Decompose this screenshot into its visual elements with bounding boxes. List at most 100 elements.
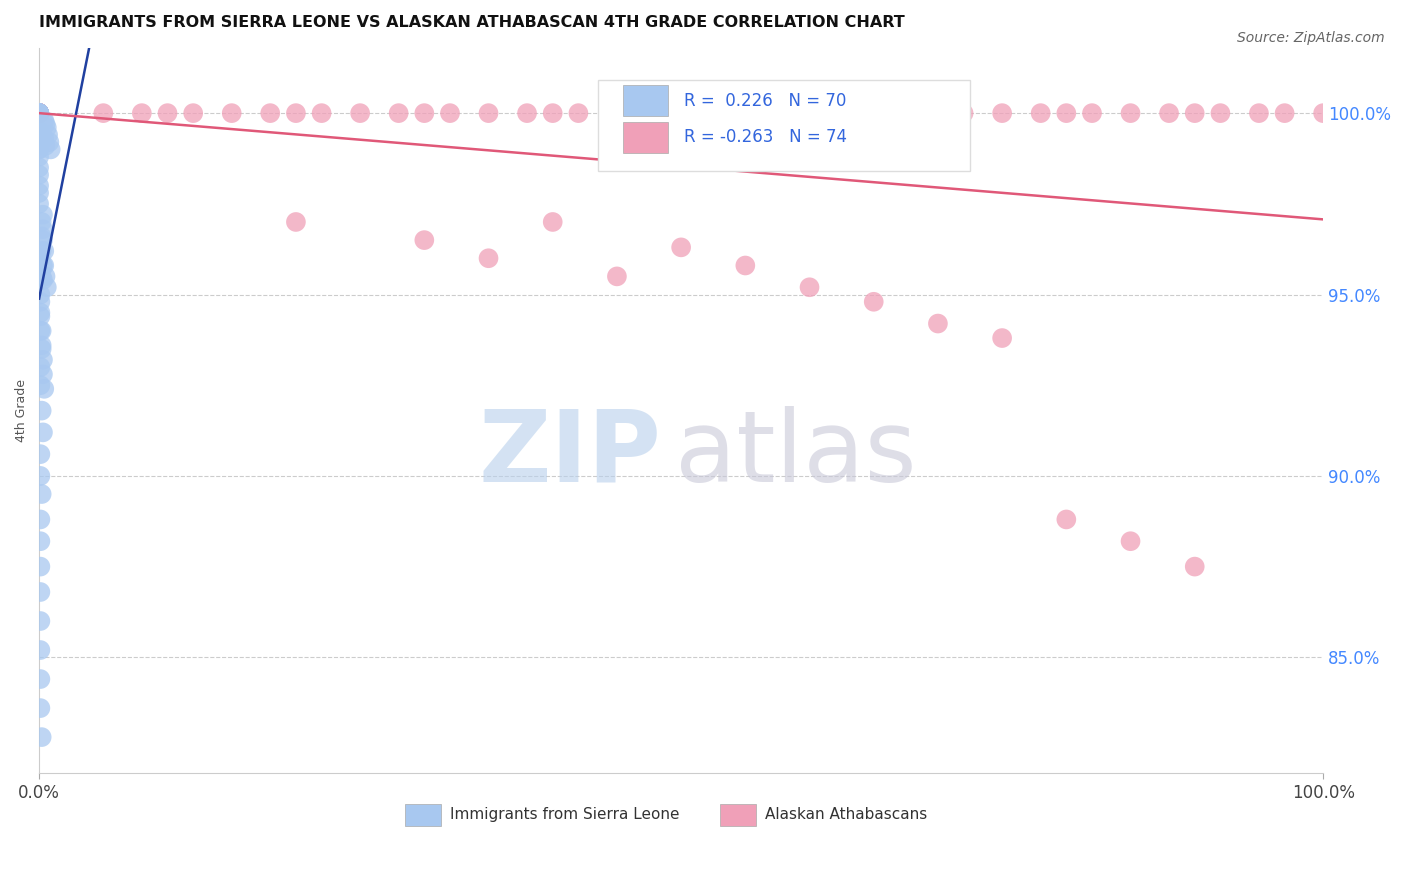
Point [28, 143, 51, 157]
Point [32, 425, 55, 440]
Point [862, 106, 884, 120]
Text: R = -0.263   N = 74: R = -0.263 N = 74 [683, 128, 846, 146]
Point [799, 280, 821, 294]
Point [30, 252, 52, 266]
Point [28, 106, 51, 120]
Point [991, 106, 1014, 120]
Point [927, 106, 949, 120]
Point [28, 106, 51, 120]
Point [28, 168, 51, 182]
Point [32, 382, 55, 396]
Point [824, 106, 846, 120]
Point [516, 106, 538, 120]
Text: Immigrants from Sierra Leone: Immigrants from Sierra Leone [450, 807, 679, 822]
Point [221, 106, 243, 120]
Point [30, 287, 52, 301]
Point [1184, 559, 1206, 574]
Point [31, 342, 53, 356]
Point [32, 131, 55, 145]
Point [439, 106, 461, 120]
Text: Alaskan Athabascans: Alaskan Athabascans [765, 807, 927, 822]
Point [32, 273, 55, 287]
FancyBboxPatch shape [598, 80, 970, 171]
Point [30, 534, 52, 549]
Point [28, 186, 51, 200]
Point [901, 106, 924, 120]
Point [952, 106, 974, 120]
Point [28, 106, 51, 120]
Text: ZIP: ZIP [479, 406, 662, 503]
Point [734, 106, 756, 120]
Point [1312, 106, 1334, 120]
Point [284, 215, 307, 229]
Point [28, 106, 51, 120]
Point [669, 106, 692, 120]
Point [541, 106, 564, 120]
Point [28, 106, 51, 120]
Point [311, 106, 333, 120]
Point [35, 280, 58, 294]
Point [734, 259, 756, 273]
Point [31, 338, 53, 352]
Point [32, 368, 55, 382]
Point [1119, 106, 1142, 120]
Point [28, 106, 51, 120]
Point [606, 269, 628, 284]
Point [927, 317, 949, 331]
Point [28, 178, 51, 193]
Point [28, 161, 51, 175]
Bar [623, 86, 668, 116]
Point [477, 252, 499, 266]
Point [1119, 534, 1142, 549]
Point [477, 106, 499, 120]
Point [773, 106, 796, 120]
Point [799, 106, 821, 120]
Point [28, 106, 51, 120]
Point [30, 294, 52, 309]
Point [32, 259, 55, 273]
Bar [405, 804, 441, 826]
Point [28, 143, 51, 157]
Point [28, 150, 51, 164]
Point [34, 138, 56, 153]
Point [1184, 106, 1206, 120]
Point [28, 106, 51, 120]
Text: IMMIGRANTS FROM SIERRA LEONE VS ALASKAN ATHABASCAN 4TH GRADE CORRELATION CHART: IMMIGRANTS FROM SIERRA LEONE VS ALASKAN … [39, 15, 905, 30]
Point [567, 106, 589, 120]
Point [31, 244, 53, 258]
Point [28, 106, 51, 120]
Point [28, 106, 51, 120]
Point [28, 106, 51, 120]
Point [862, 294, 884, 309]
Point [1274, 106, 1296, 120]
Point [39, 143, 62, 157]
Point [259, 106, 281, 120]
Point [30, 469, 52, 483]
Point [34, 269, 56, 284]
Text: Source: ZipAtlas.com: Source: ZipAtlas.com [1237, 31, 1385, 45]
Point [349, 106, 371, 120]
Point [32, 244, 55, 258]
Point [32, 222, 55, 236]
Point [31, 215, 53, 229]
Point [28, 106, 51, 120]
Point [30, 559, 52, 574]
Point [413, 106, 436, 120]
Point [28, 124, 51, 138]
Point [156, 106, 179, 120]
Point [30, 378, 52, 392]
Point [34, 117, 56, 131]
Point [31, 324, 53, 338]
Point [28, 106, 51, 120]
Bar [623, 122, 668, 153]
Point [284, 106, 307, 120]
Point [541, 215, 564, 229]
Point [669, 240, 692, 254]
Bar [720, 804, 755, 826]
Point [31, 730, 53, 744]
Point [28, 106, 51, 120]
Point [30, 310, 52, 324]
Point [28, 106, 51, 120]
Point [32, 113, 55, 128]
Point [1054, 106, 1077, 120]
